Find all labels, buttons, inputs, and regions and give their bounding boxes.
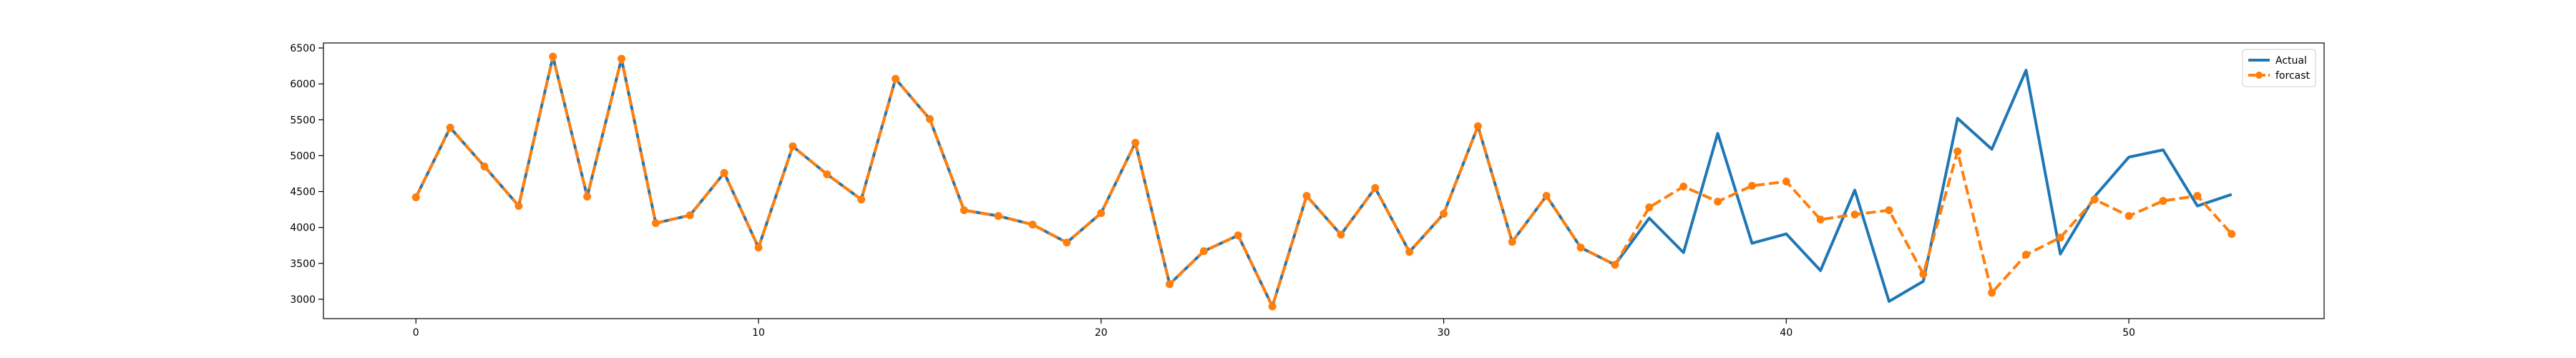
- legend-label: forcast: [2275, 70, 2311, 82]
- data-point: [411, 193, 420, 202]
- data-point: [1028, 221, 1037, 229]
- data-point: [1268, 302, 1277, 311]
- data-point: [1166, 280, 1174, 289]
- data-point: [2228, 230, 2236, 238]
- data-point: [583, 193, 592, 201]
- data-point: [857, 195, 866, 204]
- data-point: [1337, 231, 1345, 239]
- y-tick-label: 4500: [290, 187, 316, 198]
- data-point: [2090, 195, 2099, 204]
- data-point: [1576, 243, 1585, 252]
- data-point: [1850, 211, 1859, 219]
- data-point: [823, 170, 831, 178]
- data-point: [1199, 247, 1208, 256]
- data-point: [1919, 270, 1928, 279]
- x-tick-label: 50: [2122, 327, 2135, 339]
- data-point: [1405, 248, 1414, 256]
- legend: Actual forcast: [2242, 49, 2316, 87]
- data-point: [892, 74, 900, 83]
- data-point: [1611, 261, 1619, 269]
- data-point: [686, 211, 694, 220]
- data-point: [789, 142, 797, 150]
- data-point: [1440, 210, 1448, 218]
- data-point: [925, 115, 934, 123]
- data-point: [2021, 251, 2030, 259]
- x-tick-label: 10: [752, 327, 765, 339]
- data-point: [1714, 198, 1722, 206]
- axes: 0 10 20 30 40 50 3000 3500 4000 4500 5000 5500 6000 6…: [290, 42, 2325, 339]
- y-tick-label: 3500: [290, 258, 316, 270]
- legend-marker: [2255, 72, 2263, 79]
- y-tick-label: 5000: [290, 150, 316, 162]
- data-point: [2159, 197, 2167, 205]
- data-point: [994, 212, 1002, 221]
- data-point: [1816, 216, 1825, 224]
- data-point: [651, 219, 660, 228]
- data-point: [1747, 182, 1756, 190]
- data-point: [960, 206, 968, 215]
- data-point: [1473, 122, 1482, 130]
- data-point: [720, 168, 728, 177]
- y-tick-label: 4000: [290, 223, 316, 234]
- series-group: [411, 52, 2236, 311]
- data-point: [2193, 192, 2202, 200]
- data-point: [618, 54, 626, 63]
- series-1: [411, 52, 2236, 311]
- data-point: [754, 243, 763, 252]
- series-line-1: [414, 55, 2233, 308]
- data-point: [1371, 184, 1380, 193]
- x-tick-label: 20: [1095, 327, 1108, 339]
- data-point: [480, 162, 489, 170]
- data-point: [1508, 238, 1516, 246]
- data-point: [1953, 147, 1962, 155]
- data-point: [1131, 138, 1140, 147]
- data-point: [2124, 212, 2133, 221]
- plot-frame: [323, 42, 2325, 319]
- x-tick-label: 40: [1780, 327, 1792, 339]
- data-point: [1234, 231, 1242, 240]
- data-point: [446, 123, 454, 132]
- y-tick-label: 6000: [290, 79, 316, 90]
- data-point: [514, 202, 523, 211]
- y-tick-label: 5500: [290, 115, 316, 126]
- data-point: [1645, 203, 1654, 212]
- data-point: [2056, 233, 2064, 242]
- plot-background: [323, 43, 2324, 319]
- data-point: [1679, 183, 1688, 191]
- plot-area: [323, 43, 2324, 319]
- data-point: [1782, 178, 1790, 185]
- x-tick-label: 30: [1438, 327, 1450, 339]
- legend-label: Actual: [2275, 55, 2307, 67]
- data-point: [1885, 206, 1893, 215]
- data-point: [1988, 289, 1996, 297]
- x-tick-label: 0: [413, 327, 419, 339]
- data-point: [1542, 192, 1551, 200]
- y-tick-label: 3000: [290, 294, 316, 306]
- data-point: [549, 52, 557, 61]
- data-point: [1063, 238, 1071, 247]
- y-tick-label: 6500: [290, 43, 316, 54]
- data-point: [1097, 209, 1106, 218]
- data-point: [1302, 192, 1311, 200]
